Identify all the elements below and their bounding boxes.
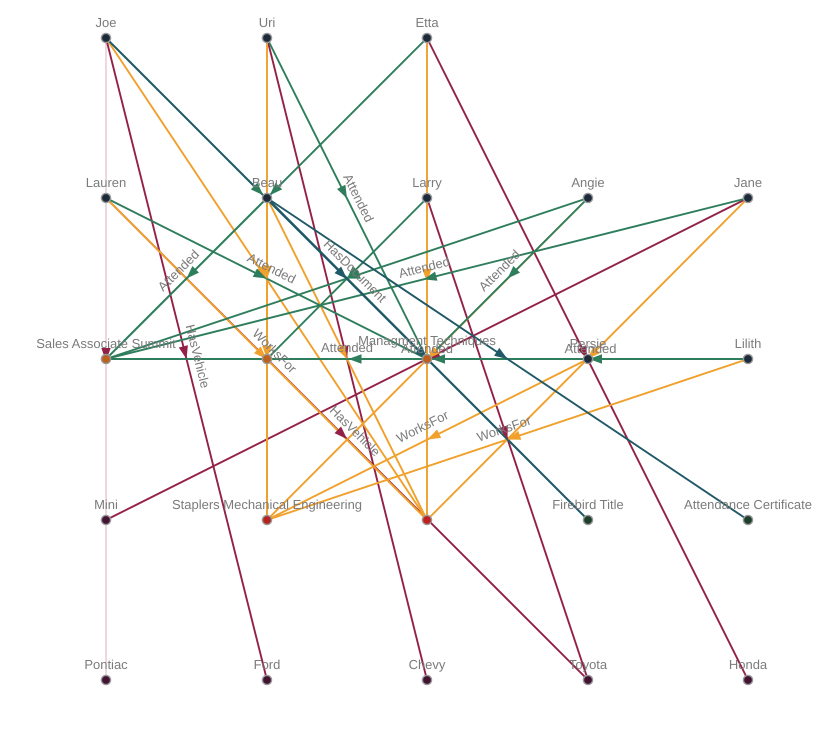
svg-text:Firebird Title: Firebird Title xyxy=(552,497,624,512)
svg-text:Sales Associate Summit: Sales Associate Summit xyxy=(36,336,176,351)
svg-text:Managment Techniques: Managment Techniques xyxy=(358,333,496,348)
svg-text:Ford: Ford xyxy=(254,657,281,672)
svg-text:Lilith: Lilith xyxy=(735,336,762,351)
svg-text:Honda: Honda xyxy=(729,657,768,672)
svg-text:Lauren: Lauren xyxy=(86,175,126,190)
svg-text:Beau: Beau xyxy=(252,175,282,190)
svg-text:Chevy: Chevy xyxy=(409,657,446,672)
svg-text:Toyota: Toyota xyxy=(569,657,608,672)
svg-text:Persie: Persie xyxy=(570,336,607,351)
svg-text:Pontiac: Pontiac xyxy=(84,657,128,672)
svg-text:Mini: Mini xyxy=(94,497,118,512)
svg-text:Attended: Attended xyxy=(564,341,616,356)
svg-text:Joe: Joe xyxy=(96,15,117,30)
svg-text:Larry: Larry xyxy=(412,175,442,190)
svg-text:Etta: Etta xyxy=(415,15,439,30)
svg-text:Attended: Attended xyxy=(321,340,373,355)
svg-text:Jane: Jane xyxy=(734,175,762,190)
svg-text:Uri: Uri xyxy=(259,15,276,30)
svg-text:Attended: Attended xyxy=(401,341,453,356)
svg-text:Attendance Certificate: Attendance Certificate xyxy=(684,497,812,512)
svg-text:Angie: Angie xyxy=(571,175,604,190)
svg-text:Staplers Mechanical Engineerin: Staplers Mechanical Engineering xyxy=(172,497,362,512)
